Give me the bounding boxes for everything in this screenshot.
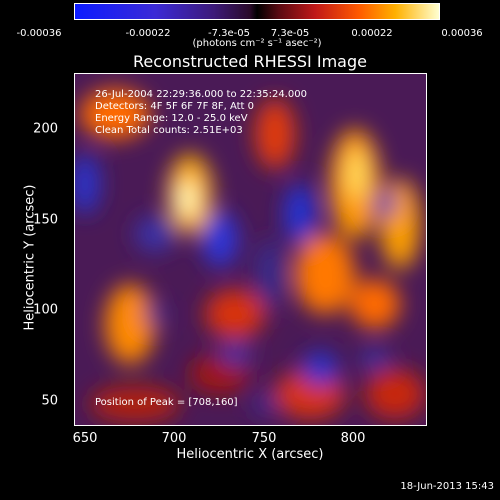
info-peak-position: Position of Peak = [708,160]: [95, 397, 238, 408]
colorbar-unit: (photons cm⁻² s⁻¹ asec⁻²): [192, 38, 322, 49]
info-detectors: Detectors: 4F 5F 6F 7F 8F, Att 0: [95, 101, 255, 112]
x-tick-label: 650: [72, 431, 98, 446]
plot-title: Reconstructed RHESSI Image: [133, 52, 367, 71]
y-axis-label: Heliocentric Y (arcsec): [22, 184, 38, 331]
colorbar-tick: -0.00036: [16, 28, 62, 39]
x-tick-label: 750: [251, 431, 277, 446]
colorbar-tick: -7.3e-05: [208, 28, 250, 39]
image-heatmap: [75, 74, 426, 425]
info-total-counts: Clean Total counts: 2.51E+03: [95, 125, 243, 136]
info-time-range: 26-Jul-2004 22:29:36.000 to 22:35:24.000: [95, 89, 307, 100]
colorbar-tick: -0.00022: [125, 28, 171, 39]
colorbar-tick: 7.3e-05: [270, 28, 310, 39]
x-axis-label: Heliocentric X (arcsec): [176, 447, 324, 462]
timestamp: 18-Jun-2013 15:43: [400, 481, 494, 492]
colorbar: [74, 3, 440, 20]
rhessi-image: [74, 73, 427, 426]
info-energy-range: Energy Range: 12.0 - 25.0 keV: [95, 113, 248, 124]
colorbar-tick: 0.00036: [441, 28, 483, 39]
colorbar-tick: 0.00022: [351, 28, 393, 39]
x-tick-label: 800: [340, 431, 366, 446]
x-tick-label: 700: [161, 431, 187, 446]
